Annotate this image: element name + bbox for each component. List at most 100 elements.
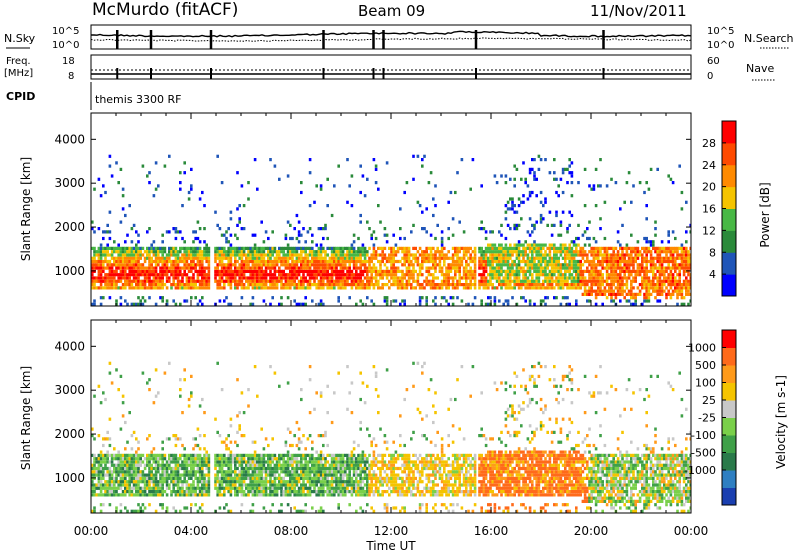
power-cell bbox=[165, 230, 169, 234]
power-cell bbox=[407, 253, 411, 257]
power-cell bbox=[256, 246, 259, 250]
power-cell bbox=[515, 246, 519, 250]
velocity-cell bbox=[181, 460, 184, 464]
power-cell bbox=[566, 181, 569, 185]
power-cell bbox=[399, 269, 402, 273]
power-cell bbox=[190, 187, 193, 191]
power-cell bbox=[359, 279, 362, 283]
power-cell bbox=[124, 253, 127, 257]
power-cell bbox=[330, 269, 334, 273]
power-cell bbox=[533, 246, 536, 250]
power-cell bbox=[583, 259, 587, 264]
power-cell bbox=[513, 184, 516, 188]
power-cell bbox=[539, 190, 543, 195]
velocity-cell bbox=[256, 453, 259, 457]
velocity-cell bbox=[97, 480, 101, 484]
power-cell bbox=[377, 187, 380, 191]
velocity-cell bbox=[124, 506, 127, 510]
velocity-cell bbox=[223, 457, 226, 461]
power-cell bbox=[319, 250, 323, 254]
velocity-cell bbox=[260, 486, 263, 490]
velocity-cell bbox=[273, 463, 277, 467]
power-cell bbox=[643, 296, 646, 300]
velocity-cell bbox=[157, 493, 160, 497]
power-cell bbox=[185, 276, 189, 280]
velocity-cell bbox=[148, 453, 151, 457]
power-cell bbox=[548, 273, 552, 277]
colorbar-swatch bbox=[722, 252, 736, 275]
power-cell bbox=[599, 184, 602, 188]
power-cell bbox=[493, 256, 497, 260]
power-cell bbox=[176, 279, 180, 283]
velocity-cell bbox=[207, 466, 211, 471]
power-cell bbox=[612, 253, 615, 257]
power-cell bbox=[115, 279, 118, 283]
power-cell bbox=[190, 259, 193, 264]
power-cell bbox=[412, 279, 415, 283]
power-cell bbox=[590, 292, 593, 296]
power-cell bbox=[665, 246, 668, 250]
velocity-cell bbox=[150, 463, 153, 467]
power-cell bbox=[242, 204, 246, 208]
power-cell bbox=[535, 194, 538, 198]
power-cell bbox=[174, 236, 178, 241]
power-cell bbox=[410, 253, 413, 257]
velocity-cell bbox=[91, 486, 94, 490]
power-cell bbox=[544, 158, 547, 162]
power-cell bbox=[394, 283, 398, 287]
velocity-cell bbox=[214, 460, 217, 464]
velocity-cell bbox=[207, 486, 211, 490]
power-cell bbox=[469, 283, 472, 287]
power-cell bbox=[647, 279, 651, 283]
power-cell bbox=[148, 286, 151, 290]
power-cell bbox=[372, 243, 376, 247]
power-cell bbox=[401, 269, 404, 273]
velocity-cell bbox=[253, 365, 257, 369]
velocity-cell bbox=[249, 460, 252, 464]
power-cell bbox=[572, 259, 576, 264]
power-cell bbox=[522, 246, 525, 250]
power-cell bbox=[590, 269, 593, 273]
power-cell bbox=[524, 269, 527, 273]
power-cell bbox=[405, 283, 409, 287]
power-cell bbox=[627, 266, 631, 270]
power-cell bbox=[366, 279, 369, 283]
power-cell bbox=[480, 302, 483, 306]
power-cell bbox=[220, 246, 224, 250]
power-cell bbox=[597, 256, 600, 260]
power-colorbar-label: Power [dB] bbox=[758, 182, 772, 247]
velocity-cell bbox=[216, 361, 219, 365]
velocity-cell bbox=[234, 470, 237, 474]
power-cell bbox=[526, 253, 530, 257]
power-cell bbox=[348, 266, 351, 270]
power-cell bbox=[669, 279, 673, 283]
power-cell bbox=[330, 253, 334, 257]
power-cell bbox=[680, 253, 684, 257]
power-cell bbox=[451, 253, 455, 257]
power-cell bbox=[216, 273, 219, 277]
power-cell bbox=[517, 204, 521, 208]
power-cell bbox=[102, 296, 105, 300]
power-cell bbox=[645, 296, 648, 300]
velocity-cell bbox=[192, 480, 195, 484]
power-cell bbox=[170, 253, 173, 257]
power-cell bbox=[381, 246, 384, 250]
power-cell bbox=[300, 259, 303, 264]
power-cell bbox=[462, 283, 466, 287]
power-cell bbox=[407, 269, 411, 273]
power-cell bbox=[234, 273, 237, 277]
power-cell bbox=[368, 286, 371, 290]
velocity-cell bbox=[269, 480, 272, 484]
power-cell bbox=[315, 266, 318, 270]
power-cell bbox=[414, 269, 417, 273]
power-cell bbox=[231, 250, 235, 254]
velocity-cell bbox=[165, 463, 169, 467]
power-cell bbox=[577, 283, 580, 287]
power-cell bbox=[647, 276, 651, 280]
power-cell bbox=[533, 171, 536, 175]
power-cell bbox=[517, 250, 521, 254]
power-cell bbox=[484, 269, 488, 273]
velocity-cell bbox=[117, 493, 120, 497]
power-cell bbox=[410, 259, 413, 264]
power-cell bbox=[678, 292, 681, 296]
